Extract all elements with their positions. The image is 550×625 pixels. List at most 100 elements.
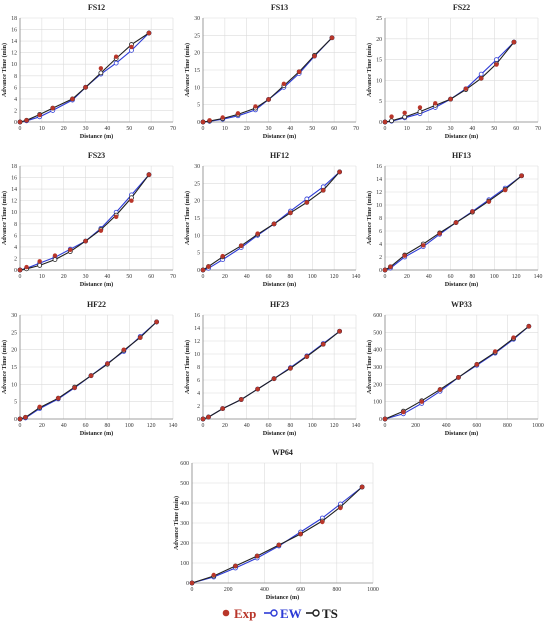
data-point-exp <box>129 198 134 203</box>
y-tick-label: 10 <box>11 382 17 388</box>
x-tick-label: 40 <box>470 126 476 132</box>
y-tick-label: 8 <box>379 216 382 222</box>
x-tick-label: 10 <box>222 126 228 132</box>
y-tick-label: 500 <box>373 330 382 336</box>
y-tick-label: 400 <box>373 348 382 354</box>
y-tick-label: 30 <box>194 164 200 170</box>
x-tick-label: 100 <box>308 423 317 429</box>
data-point-exp <box>478 76 484 81</box>
y-tick-label: 16 <box>11 176 17 182</box>
series-line-ew <box>384 41 515 123</box>
series-line-ew <box>202 37 333 123</box>
x-tick-label: 30 <box>266 126 272 132</box>
y-axis-label: Advance Time (min) <box>366 340 373 394</box>
data-point-exp <box>17 119 23 125</box>
x-tick-label: 120 <box>147 423 156 429</box>
data-point-exp <box>492 349 498 354</box>
data-point-exp <box>456 375 461 380</box>
chart-title: WP33 <box>451 300 472 309</box>
y-tick-label: 30 <box>11 313 17 319</box>
data-point-ew <box>494 57 499 62</box>
data-point-exp <box>337 169 342 175</box>
x-tick-label: 200 <box>224 587 233 593</box>
data-point-exp <box>146 172 152 177</box>
y-tick-label: 0 <box>186 581 189 587</box>
series-line-ts <box>19 321 157 420</box>
data-point-exp <box>52 253 58 258</box>
y-tick-label: 14 <box>194 326 200 332</box>
data-point-exp <box>146 30 152 36</box>
data-point-exp <box>206 414 211 420</box>
data-point-exp <box>503 187 508 193</box>
y-tick-label: 0 <box>197 120 200 126</box>
y-tick-label: 16 <box>376 164 382 170</box>
series-line-ts <box>202 171 341 271</box>
x-tick-label: 40 <box>105 126 111 132</box>
data-point-exp <box>453 220 459 225</box>
data-point-exp <box>321 342 326 347</box>
x-tick-label: 400 <box>260 587 269 593</box>
data-point-exp <box>23 415 28 420</box>
y-tick-label: 5 <box>14 400 17 406</box>
y-tick-label: 100 <box>373 400 382 406</box>
x-tick-label: 800 <box>332 587 341 593</box>
data-point-exp <box>389 114 394 119</box>
y-tick-label: 2 <box>14 108 17 114</box>
data-point-exp <box>281 81 287 87</box>
data-point-exp <box>271 221 277 227</box>
x-tick-label: 60 <box>266 274 272 280</box>
y-tick-label: 6 <box>14 233 17 239</box>
data-point-exp <box>470 209 475 214</box>
data-point-exp <box>239 397 244 402</box>
data-point-exp <box>388 264 393 269</box>
data-point-exp <box>321 188 326 193</box>
data-point-ts <box>402 114 408 120</box>
y-tick-label: 0 <box>379 417 382 423</box>
data-point-exp <box>113 54 119 59</box>
x-tick-label: 60 <box>83 423 89 429</box>
data-point-exp <box>37 112 42 118</box>
data-point-exp <box>298 531 303 537</box>
data-point-exp <box>288 210 293 215</box>
chart-title: HF23 <box>270 300 289 309</box>
data-point-exp <box>519 173 524 178</box>
data-point-exp <box>154 319 159 325</box>
x-tick-label: 100 <box>125 423 134 429</box>
y-tick-label: 4 <box>197 391 200 397</box>
data-point-ts <box>417 109 423 114</box>
y-tick-label: 12 <box>11 199 17 205</box>
chart-legend: Exp EW TS <box>222 606 338 621</box>
x-tick-label: 120 <box>330 423 339 429</box>
y-tick-label: 4 <box>379 242 382 248</box>
x-tick-label: 50 <box>309 126 315 132</box>
panel-hf13: 0 20 40 60 80 100 120 140 0 2 4 6 8 10 12 14 16 HF13 Dista… <box>366 151 542 288</box>
x-axis-label: Distance (m) <box>80 430 114 437</box>
data-point-exp <box>207 118 212 123</box>
y-axis-label: Advance Time (min) <box>366 191 373 245</box>
x-tick-label: 30 <box>83 126 89 132</box>
panel-wp64: 0 200 400 600 800 1000 0 100 200 300 400 500 600 WP64… <box>173 448 379 601</box>
y-tick-label: 8 <box>14 222 17 228</box>
chart-title: FS13 <box>271 3 288 12</box>
y-tick-label: 0 <box>379 120 382 126</box>
data-point-exp <box>70 96 75 102</box>
panel-fs12: 0 10 20 30 40 50 60 70 0 2 4 6 8 10 12 14 16 18 FS12 Distan… <box>1 3 176 140</box>
x-tick-label: 100 <box>308 274 317 280</box>
x-tick-label: 40 <box>244 423 250 429</box>
x-tick-label: 140 <box>352 274 361 280</box>
data-point-exp <box>276 542 282 548</box>
data-point-exp <box>382 267 388 273</box>
data-point-exp <box>68 247 73 252</box>
data-point-exp <box>320 519 325 525</box>
x-tick-label: 0 <box>19 126 22 132</box>
data-point-exp <box>200 119 206 125</box>
panel-fs22: 0 10 20 30 40 50 60 70 0 5 10 15 20 25 FS22 Distance (m… <box>366 3 541 140</box>
x-tick-label: 60 <box>148 126 154 132</box>
x-tick-label: 40 <box>288 126 294 132</box>
x-tick-label: 70 <box>353 126 359 132</box>
y-tick-label: 0 <box>197 268 200 274</box>
panel-hf23: 0 20 40 60 80 100 120 140 0 2 4 6 8 10 12 14 16 HF23 Dista… <box>184 300 360 437</box>
legend-ts-marker <box>312 609 320 617</box>
data-point-exp <box>382 416 388 422</box>
